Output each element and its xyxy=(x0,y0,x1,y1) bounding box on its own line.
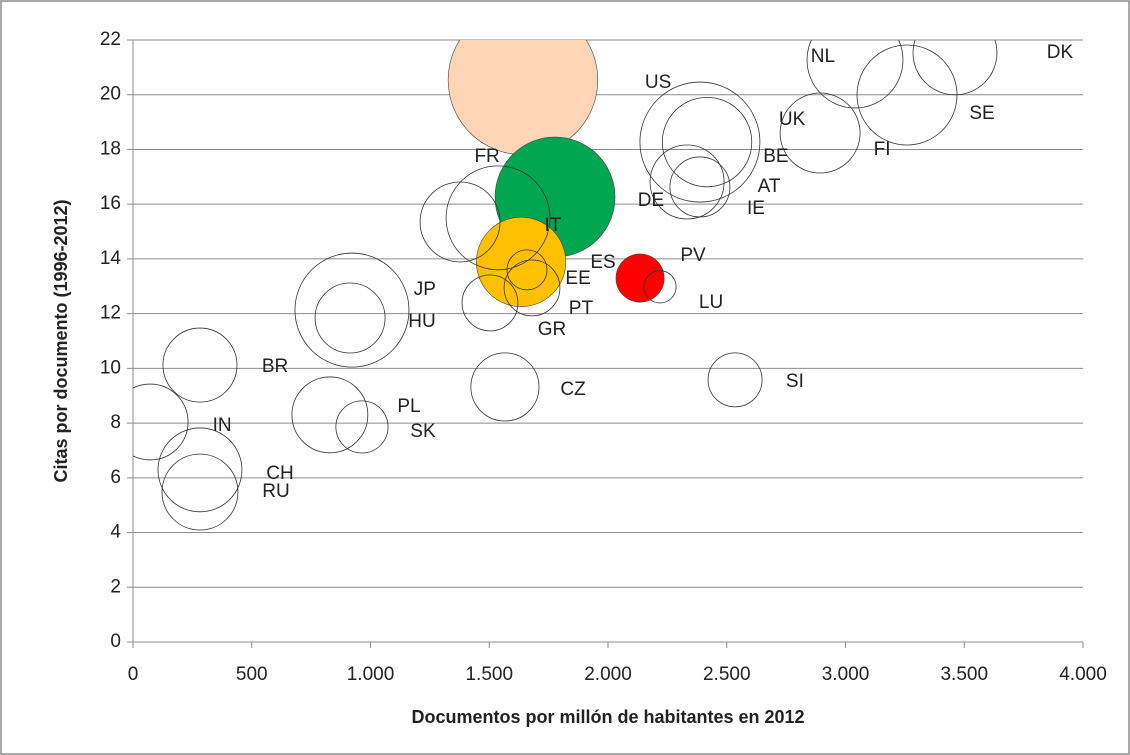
x-axis-title: Documentos por millón de habitantes en 2… xyxy=(411,707,804,727)
bubble-label: HU xyxy=(408,311,435,332)
bubble xyxy=(133,383,189,461)
x-tick-label: 1.000 xyxy=(347,664,395,685)
bubble xyxy=(643,270,677,304)
bubble xyxy=(162,327,238,403)
bubble-label: US xyxy=(645,72,671,93)
bubble-label: JP xyxy=(414,279,436,300)
x-tick-label: 500 xyxy=(236,664,268,685)
bubble-label: SK xyxy=(410,421,436,442)
bubble-label: BR xyxy=(262,356,288,377)
bubble-label: ES xyxy=(590,252,615,273)
bubble xyxy=(470,352,540,422)
bubble-label: EE xyxy=(565,268,590,289)
bubble xyxy=(503,259,561,317)
bubble-label: NL xyxy=(811,46,835,67)
bubble xyxy=(161,453,239,531)
y-tick-label: 14 xyxy=(100,248,122,269)
bubble xyxy=(291,376,369,454)
bubble-label: SI xyxy=(786,371,804,392)
y-axis-title: Citas por documento (1996-2012) xyxy=(51,199,71,482)
x-tick-label: 2.000 xyxy=(584,664,632,685)
y-tick-label: 6 xyxy=(110,467,121,488)
y-tick-label: 2 xyxy=(110,576,121,597)
bubble-label: CZ xyxy=(560,379,586,400)
bubble xyxy=(649,144,725,220)
x-tick-label: 0 xyxy=(128,664,139,685)
bubble-label: DK xyxy=(1047,42,1074,63)
y-tick-label: 16 xyxy=(100,193,121,214)
bubble xyxy=(661,96,753,188)
x-tick-label: 3.000 xyxy=(822,664,870,685)
y-tick-label: 0 xyxy=(110,631,121,652)
bubble-label: AT xyxy=(758,176,781,197)
bubble-label: UK xyxy=(779,109,806,130)
bubble xyxy=(639,81,761,203)
bubble-label: RU xyxy=(262,481,289,502)
bubble-label: PL xyxy=(397,396,420,417)
bubble xyxy=(707,352,763,408)
bubble-label: CH xyxy=(266,463,293,484)
bubble xyxy=(445,165,551,271)
bubble xyxy=(314,282,386,354)
bubble xyxy=(157,427,243,513)
bubble xyxy=(294,252,410,368)
y-tick-label: 22 xyxy=(100,29,121,50)
y-tick-label: 12 xyxy=(100,303,121,324)
bubble xyxy=(461,274,519,332)
x-tick-label: 4.000 xyxy=(1059,664,1107,685)
bubble xyxy=(779,92,861,174)
y-tick-label: 8 xyxy=(110,412,121,433)
bubble-label: FR xyxy=(474,146,499,167)
bubble-label: GR xyxy=(538,319,567,340)
bubble xyxy=(856,44,958,146)
y-tick-label: 4 xyxy=(110,522,121,543)
bubble xyxy=(806,40,904,109)
bubble xyxy=(506,249,548,291)
bubble-label: IN xyxy=(213,415,232,436)
bubble xyxy=(912,40,998,96)
y-tick-label: 20 xyxy=(100,84,121,105)
bubble-label: IE xyxy=(747,198,765,219)
y-tick-label: 10 xyxy=(100,357,121,378)
bubble-label: LU xyxy=(699,292,723,313)
x-tick-label: 2.500 xyxy=(703,664,751,685)
bubble xyxy=(335,400,389,454)
bubble-label: IT xyxy=(544,215,561,236)
x-tick-label: 1.500 xyxy=(465,664,513,685)
y-tick-label: 18 xyxy=(100,138,121,159)
bubble xyxy=(669,156,731,218)
bubble-label: DE xyxy=(638,190,664,211)
bubble-label: PV xyxy=(680,245,706,266)
bubble-label: PT xyxy=(569,298,594,319)
bubble-label: SE xyxy=(969,103,994,124)
bubble xyxy=(615,253,665,303)
bubble-label: BE xyxy=(763,146,788,167)
x-tick-label: 3.500 xyxy=(940,664,988,685)
bubble-label: FI xyxy=(874,139,891,160)
